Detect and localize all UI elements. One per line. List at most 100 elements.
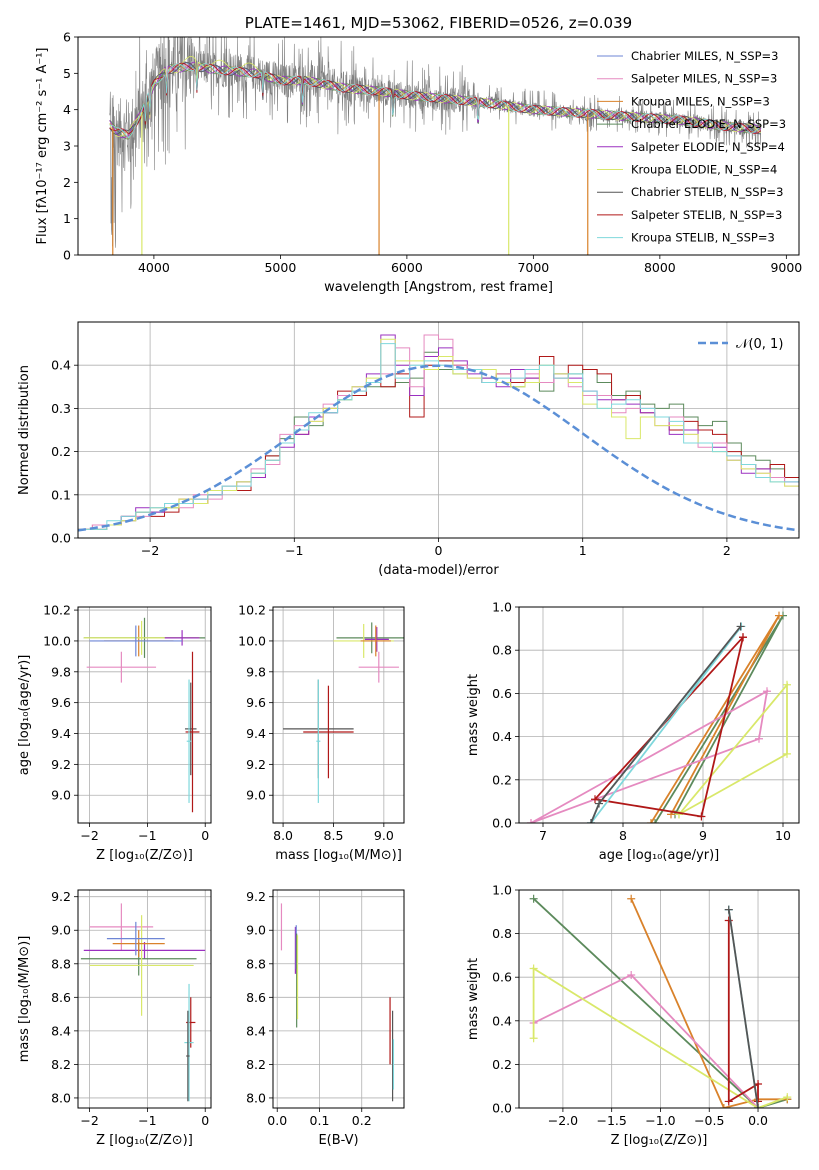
axes-mass-vs-EBV: 0.0 0.1 0.2 8.0 8.2 8.4 8.6 8.8 9.0 9.2 E(B-V) <box>246 889 405 1148</box>
axes-spectrum: 4000 5000 6000 7000 8000 9000 0 1 2 3 4 5 6 wavelengt… <box>35 14 802 295</box>
y-tick-label: 9.0 <box>51 923 71 938</box>
x-tick-label: −2.0 <box>548 1113 578 1128</box>
x-tick-label: 8 <box>619 828 627 843</box>
weight-marker <box>697 812 706 821</box>
x-tick-label: 8.0 <box>273 828 293 843</box>
weight-line <box>532 898 788 1108</box>
x-tick-label: −1 <box>138 1113 156 1128</box>
errorbar-point <box>186 1010 190 1102</box>
y-tick-label: 3 <box>63 139 71 154</box>
y-tick-label: 8.0 <box>51 1090 71 1105</box>
weight-marker <box>627 894 636 903</box>
legend: Chabrier MILES, N_SSP=3 Salpeter MILES, N… <box>597 49 786 245</box>
weight-marker <box>783 749 791 758</box>
axes-frame <box>272 889 405 1109</box>
weight-marker <box>724 905 733 914</box>
errorbar-point <box>89 915 194 1016</box>
x-tick-label: 2 <box>723 543 731 558</box>
weight-marker <box>527 819 535 823</box>
errorbars <box>283 622 404 803</box>
x-tick-label: 0 <box>435 543 443 558</box>
y-tick-label: 10.0 <box>238 633 266 648</box>
axes-frame <box>77 36 800 256</box>
axes-age-vs-Z: −2 −1 0 9.0 9.2 9.4 9.6 9.8 10.0 10.2 Z [log₁₀(Z/Z… <box>17 603 212 863</box>
y-tick-label: 8.4 <box>246 1023 266 1038</box>
y-tick-label: 9.2 <box>51 889 71 904</box>
errorbar-point <box>184 983 194 1102</box>
y-tick-label: 0.4 <box>51 358 71 373</box>
y-tick-label: 9.2 <box>246 757 266 772</box>
model-line <box>109 62 762 135</box>
x-tick-label: −1 <box>138 828 156 843</box>
y-tick-label: 0.2 <box>492 1057 512 1072</box>
legend-entry: Chabrier ELODIE, N_SSP=3 <box>631 117 786 131</box>
x-tick-label: 1 <box>579 543 587 558</box>
x-axis-label: (data-model)/error <box>378 563 499 578</box>
y-tick-label: 9.0 <box>246 923 266 938</box>
weight-marker <box>529 1034 538 1043</box>
errorbars <box>83 617 206 813</box>
legend-entry: Salpeter ELODIE, N_SSP=4 <box>631 140 785 154</box>
y-tick-label: 6 <box>63 30 71 45</box>
x-tick-label: 9.0 <box>374 828 394 843</box>
y-tick-label: 9.0 <box>246 788 266 803</box>
weight-marker <box>647 819 655 823</box>
x-axis-label: Z [log₁₀(Z/Z⊙)] <box>96 848 193 863</box>
y-tick-label: 0.0 <box>492 816 512 831</box>
weight-marker <box>675 810 683 819</box>
x-tick-label: 9 <box>699 828 707 843</box>
y-tick-label: 8.2 <box>51 1057 71 1072</box>
errorbars <box>80 903 206 1102</box>
y-axis-label: mass [log₁₀(M/M⊙)] <box>17 936 32 1063</box>
x-tick-label: 0 <box>201 828 209 843</box>
x-tick-label: 7000 <box>517 260 549 275</box>
axes-age-vs-mass: 8.0 8.5 9.0 9.0 9.2 9.4 9.6 9.8 10.0 10.2 mass [lo… <box>238 603 405 863</box>
y-tick-label: 0.0 <box>51 531 71 546</box>
x-tick-label: 0.1 <box>310 1113 330 1128</box>
errorbar-point <box>89 903 154 951</box>
weight-line <box>727 920 759 1104</box>
y-axis-label: mass weight <box>466 958 481 1040</box>
weight-lines <box>529 894 792 1108</box>
model-line <box>109 61 762 139</box>
y-tick-label: 0 <box>63 248 71 263</box>
y-tick-label: 9.6 <box>246 695 266 710</box>
x-tick-label: −1.0 <box>645 1113 675 1128</box>
x-axis-label: age [log₁₀(age/yr)] <box>599 848 720 863</box>
axes-frame <box>77 606 212 824</box>
weight-marker <box>719 1104 728 1108</box>
y-axis-label: mass weight <box>466 674 481 756</box>
y-tick-label: 0.2 <box>51 444 71 459</box>
y-tick-label: 0.4 <box>492 729 512 744</box>
weight-marker <box>627 971 636 980</box>
x-tick-label: 7 <box>539 828 547 843</box>
legend-entry: Chabrier STELIB, N_SSP=3 <box>631 185 783 199</box>
x-tick-label: 0.2 <box>352 1113 372 1128</box>
weight-marker <box>529 964 538 973</box>
x-tick-label: −0.5 <box>694 1113 724 1128</box>
y-tick-label: 4 <box>63 102 71 117</box>
errorbars <box>280 903 395 1102</box>
y-tick-label: 10.2 <box>238 603 266 618</box>
weight-lines <box>527 611 791 823</box>
y-tick-label: 9.4 <box>51 726 71 741</box>
histogram-step <box>78 338 799 530</box>
weight-marker <box>739 633 747 642</box>
y-tick-label: 9.4 <box>246 726 266 741</box>
model-line <box>109 56 762 137</box>
y-tick-label: 0.6 <box>492 970 512 985</box>
y-tick-label: 9.2 <box>51 757 71 772</box>
weight-line <box>593 636 744 818</box>
weight-marker <box>775 611 783 620</box>
axes-frame <box>272 606 405 824</box>
y-tick-label: 8.8 <box>51 956 71 971</box>
weight-line <box>630 898 788 1108</box>
errorbar-point <box>106 921 165 956</box>
chart-title: PLATE=1461, MJD=53062, FIBERID=0526, z=0… <box>245 14 632 32</box>
legend-entry: 𝒩(0, 1) <box>736 337 783 352</box>
y-tick-label: 1.0 <box>492 883 512 898</box>
y-axis-label: Flux [fλ10⁻¹⁷ erg cm⁻² s⁻¹ A⁻¹] <box>35 48 50 245</box>
y-tick-label: 2 <box>63 175 71 190</box>
errorbar-point <box>360 625 391 657</box>
weight-marker <box>591 795 599 804</box>
